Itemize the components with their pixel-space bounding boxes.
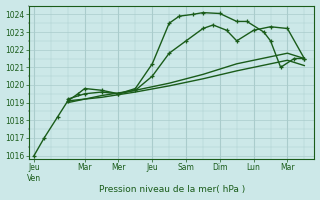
X-axis label: Pression niveau de la mer( hPa ): Pression niveau de la mer( hPa ) <box>99 185 245 194</box>
